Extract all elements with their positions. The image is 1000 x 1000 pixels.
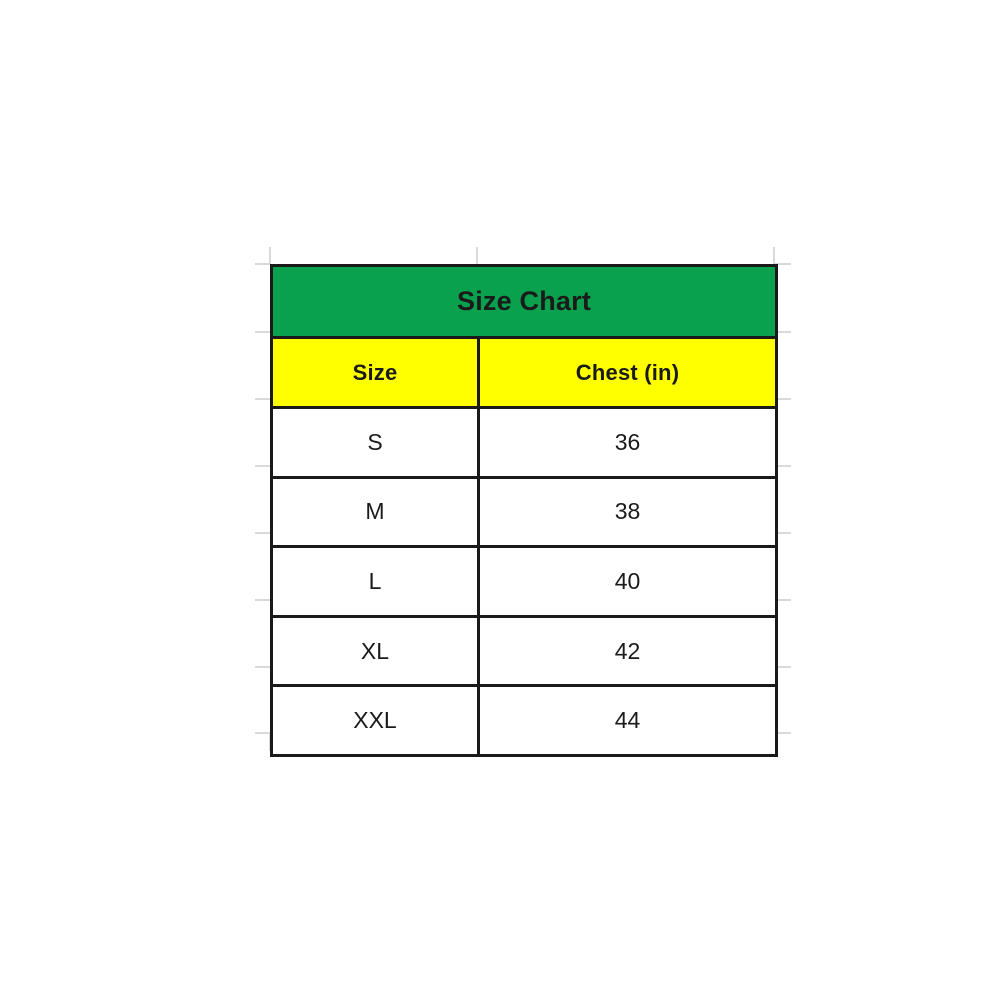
cell-size: XXL bbox=[270, 684, 480, 757]
gridline-stub-row-left-5 bbox=[255, 732, 271, 734]
gridline-stub-row-left-4 bbox=[255, 666, 271, 668]
gridline-stub-row-right-title bbox=[775, 331, 791, 333]
size-chart-table: Size Chart Size Chest (in) S 36 M 38 L 4… bbox=[269, 264, 779, 757]
gridline-stub-row-right-1 bbox=[775, 465, 791, 467]
cell-size: L bbox=[270, 545, 480, 618]
table-row: M 38 bbox=[270, 475, 779, 549]
table-row: XL 42 bbox=[270, 614, 779, 688]
cell-chest: 40 bbox=[476, 545, 779, 618]
cell-size: XL bbox=[270, 614, 480, 688]
gridline-stub-top-middle bbox=[476, 247, 478, 265]
cell-chest: 44 bbox=[476, 684, 779, 757]
gridline-stub-row-left-top bbox=[255, 263, 271, 265]
cell-size: M bbox=[270, 475, 480, 549]
gridline-stub-row-right-2 bbox=[775, 532, 791, 534]
table-row: S 36 bbox=[270, 406, 779, 479]
table-row: L 40 bbox=[270, 545, 779, 618]
cell-chest: 38 bbox=[476, 475, 779, 549]
gridline-stub-row-right-4 bbox=[775, 666, 791, 668]
gridline-stub-row-right-header bbox=[775, 398, 791, 400]
page-title: Size Chart bbox=[269, 264, 779, 339]
cell-chest: 36 bbox=[476, 406, 779, 479]
table-row: XXL 44 bbox=[270, 684, 779, 757]
gridline-stub-row-right-3 bbox=[775, 599, 791, 601]
gridline-stub-row-right-5 bbox=[775, 732, 791, 734]
gridline-stub-top-right bbox=[773, 247, 775, 265]
column-header-chest: Chest (in) bbox=[476, 336, 779, 409]
table-title-row: Size Chart bbox=[269, 264, 779, 339]
table-header-row: Size Chest (in) bbox=[270, 336, 779, 409]
gridline-stub-row-left-title bbox=[255, 331, 271, 333]
gridline-stub-row-left-2 bbox=[255, 532, 271, 534]
cell-chest: 42 bbox=[476, 614, 779, 688]
gridline-stub-row-left-3 bbox=[255, 599, 271, 601]
gridline-stub-top-left bbox=[269, 247, 271, 265]
cell-size: S bbox=[270, 406, 480, 479]
gridline-stub-row-left-1 bbox=[255, 465, 271, 467]
gridline-stub-row-left-header bbox=[255, 398, 271, 400]
gridline-stub-row-right-top bbox=[775, 263, 791, 265]
column-header-size: Size bbox=[270, 336, 480, 409]
